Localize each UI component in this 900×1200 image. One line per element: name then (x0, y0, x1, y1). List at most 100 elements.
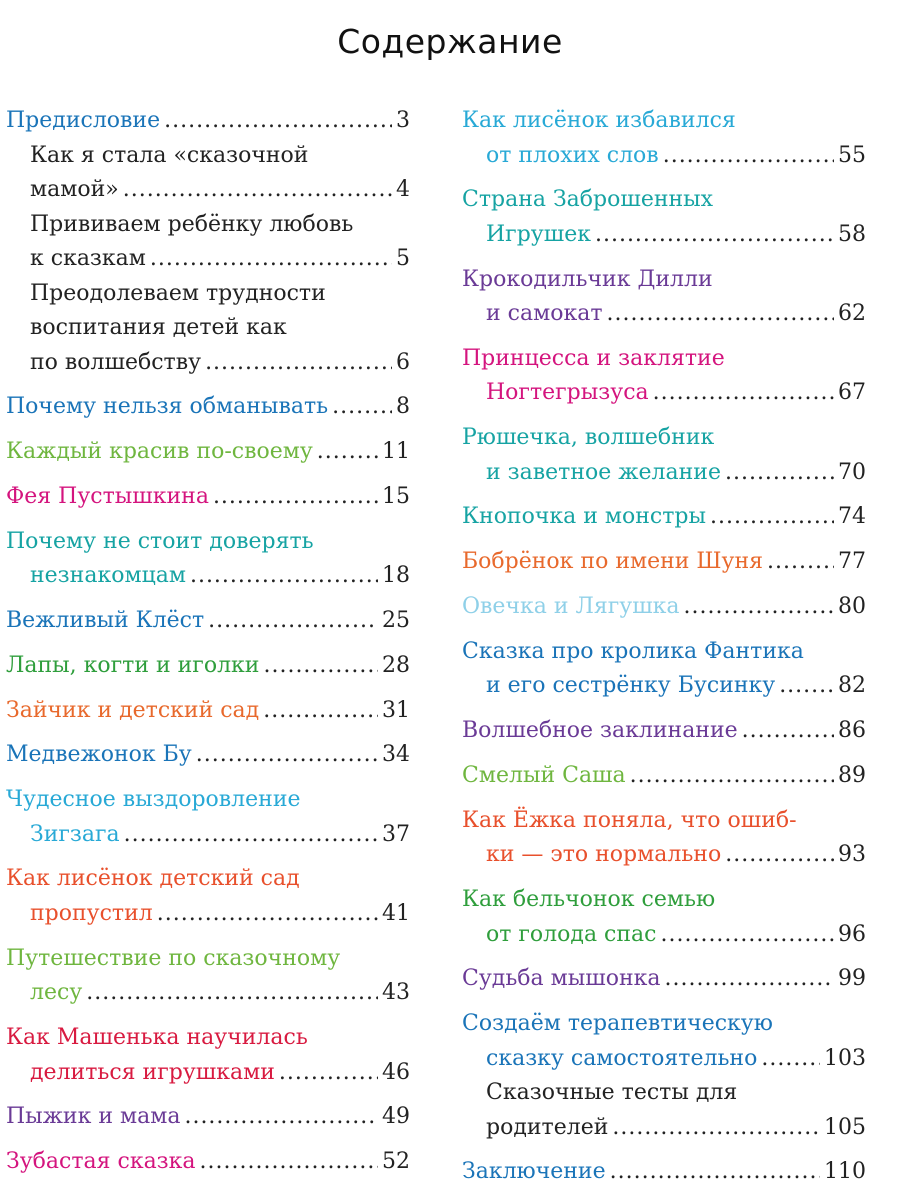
page-number: 58 (838, 221, 866, 247)
toc-entry: Чудесное выздоровление Зигзага 37 (6, 783, 410, 852)
toc-entry: Почему нельзя обманывать 8 (6, 390, 410, 425)
page-title: Содержание (337, 22, 563, 61)
dot-leader (86, 976, 378, 1011)
page-number: 67 (838, 380, 866, 406)
dot-leader (725, 456, 834, 491)
dot-leader (742, 714, 834, 749)
dot-leader (607, 297, 835, 332)
page-number: 28 (382, 652, 410, 678)
toc-entry-title: Зайчик и детский сад (6, 697, 260, 723)
dot-leader (205, 346, 392, 381)
page-number: 82 (838, 673, 866, 699)
toc-entry-title: Лапы, когти и иголки (6, 652, 260, 678)
page-number: 89 (838, 762, 866, 788)
toc-entry-title: Фея Пустышкина (6, 483, 209, 509)
toc-entry: Как бельчонок семью от голода спас 96 (462, 883, 866, 952)
toc-entry-title: Как лисёнок избавился (462, 108, 736, 133)
toc-entry: Почему не стоит доверять незнакомцам 18 (6, 525, 410, 594)
toc-entry-title: Каждый красив по-своему (6, 439, 313, 465)
toc-entry: Волшебное заклинание 86 (462, 714, 866, 749)
toc-entry: Принцесса и заклятие Ногтегрызуса 67 (462, 342, 866, 411)
toc-entry-title: и его сестрёнку Бусинку (486, 673, 776, 699)
toc-entry-title: лесу (30, 980, 83, 1006)
toc-entry-title: Сказка про кролика Фантика (462, 638, 804, 664)
toc-entry: Крокодильчик Дилли и самокат 62 (462, 263, 866, 332)
dot-leader (725, 838, 834, 873)
toc-entry-title: ки — это нормально (486, 842, 722, 868)
toc-entry-title: Чудесное выздоровление (6, 787, 301, 813)
page-number: 52 (382, 1149, 410, 1175)
toc-entry: Лапы, когти и иголки 28 (6, 649, 410, 684)
toc-entry: Сказка про кролика Фантика и его сестрёнк… (462, 635, 866, 704)
toc-entry-title: и заветное желание (486, 459, 721, 485)
page-number: 96 (838, 921, 866, 947)
dot-leader (612, 1111, 820, 1146)
toc-entry: Как лисёнок детский сад пропустил 41 (6, 862, 410, 931)
toc-column-left: Предисловие 3 Как я стала «сказочной мамой»… (6, 104, 410, 1180)
toc-entry: Рюшечка, волшебник и заветное желание 70 (462, 421, 866, 490)
dot-leader (208, 604, 378, 639)
toc-entry-title: Волшебное заклинание (462, 718, 738, 744)
dot-leader (332, 390, 392, 425)
dot-leader (164, 104, 392, 139)
page-number: 15 (382, 483, 410, 509)
dot-leader (767, 545, 834, 580)
dot-leader (196, 738, 378, 773)
dot-leader (279, 1056, 378, 1091)
toc-entry: Вежливый Клёст 25 (6, 604, 410, 639)
toc-entry-title: Зубастая сказка (6, 1149, 196, 1175)
dot-leader (157, 897, 378, 932)
toc-entry-title: Крокодильчик Дилли (462, 266, 713, 292)
page-number: 86 (838, 718, 866, 744)
dot-leader (190, 559, 378, 594)
toc-entry: Как Машенька научилась делиться игрушками… (6, 1021, 410, 1090)
toc-entry-title: от голода спас (486, 921, 657, 947)
dot-leader (263, 694, 378, 729)
toc-entry: Судьба мышонка 99 (462, 962, 866, 997)
toc-entry-title: пропустил (30, 900, 153, 926)
toc-entry: Бобрёнок по имени Шуня 77 (462, 545, 866, 580)
page-number: 31 (382, 697, 410, 723)
toc-entry-title: Зигзага (30, 821, 120, 847)
toc-subentry: Прививаем ребёнку любовь к сказкам 5 (6, 208, 410, 277)
toc-subentry: Преодолеваем трудности воспитания детей к… (6, 277, 410, 381)
dot-leader (630, 759, 834, 794)
toc-entry-title: Пыжик и мама (6, 1104, 181, 1130)
toc-subentry: Сказочные тесты для родителей 105 (462, 1076, 866, 1145)
toc-entry-title: Создаём терапевтическую (462, 1011, 773, 1037)
toc-entry-title: Преодолеваем трудности (30, 280, 326, 306)
page-number: 55 (838, 142, 866, 168)
toc-entry-title: Прививаем ребёнку любовь (30, 211, 354, 237)
dot-leader (124, 818, 378, 853)
toc-entry: Зубастая сказка 52 (6, 1145, 410, 1180)
toc-entry-title: Судьба мышонка (462, 966, 661, 992)
toc-entry: Как Ёжка поняла, что ошиб-ки — это норма… (462, 804, 866, 873)
toc-column-right: Как лисёнок избавился от плохих слов 55 Стр… (462, 104, 866, 1190)
page-number: 93 (838, 842, 866, 868)
toc-entry: Медвежонок Бу 34 (6, 738, 410, 773)
dot-leader (184, 1100, 378, 1135)
page-number: 4 (396, 177, 410, 202)
dot-leader (610, 1155, 820, 1190)
page-number: 46 (382, 1059, 410, 1085)
toc-entry-title: Смелый Саша (462, 762, 626, 788)
toc-entry: Заключение 110 (462, 1155, 866, 1190)
dot-leader (200, 1145, 378, 1180)
dot-leader (663, 139, 834, 174)
page-number: 3 (396, 108, 410, 133)
toc-entry-title: Путешествие по сказочному (6, 945, 341, 971)
toc-entry: Создаём терапевтическую сказку самостояте… (462, 1007, 866, 1076)
toc-entry-title: Заключение (462, 1159, 606, 1185)
page-number: 43 (382, 980, 410, 1006)
toc-entry-title: незнакомцам (30, 563, 186, 589)
page-number: 34 (382, 742, 410, 768)
toc-entry-title: Игрушек (486, 221, 591, 247)
toc-entry-title: Овечка и Лягушка (462, 594, 680, 620)
toc-entry-title: Рюшечка, волшебник (462, 425, 715, 451)
toc-entry-title: делиться игрушками (30, 1059, 275, 1085)
page-number: 77 (838, 549, 866, 575)
dot-leader (665, 962, 834, 997)
dot-leader (761, 1042, 820, 1077)
toc-entry-title: от плохих слов (486, 142, 659, 168)
dot-leader (684, 590, 834, 625)
